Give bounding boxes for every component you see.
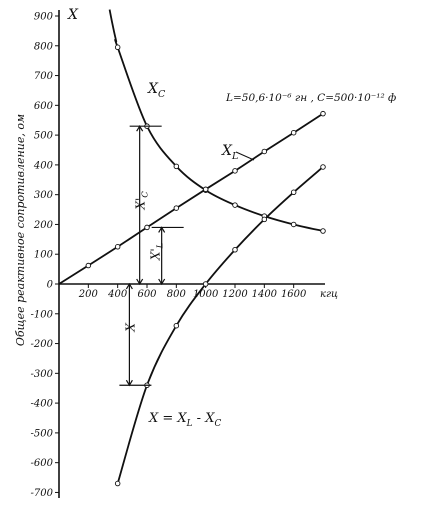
y-tick-label: 700 <box>34 71 54 82</box>
data-point <box>290 189 297 196</box>
x-minus-label: X <box>123 323 137 333</box>
ticks: 9008007006005004003002001000-100-200-300… <box>31 12 307 499</box>
data-point <box>202 186 209 193</box>
series-label-xc: XC <box>147 81 166 100</box>
data-point <box>261 216 268 223</box>
y-tick-label: -100 <box>31 309 54 320</box>
data-point <box>114 44 121 51</box>
data-point <box>173 205 180 211</box>
data-point <box>320 228 326 234</box>
y-tick-label: 100 <box>34 250 54 261</box>
y-tick-label: 300 <box>34 190 54 201</box>
x-tick-label: 1600 <box>281 289 307 300</box>
xc-prime-tail <box>136 278 144 286</box>
curve-labels: XC XL X = XL - XC <box>147 81 255 429</box>
y-tick-label: -300 <box>31 369 54 380</box>
y-tick-label: 900 <box>34 12 54 23</box>
series-label-xl: XL <box>221 143 238 162</box>
xl-leader <box>235 151 255 161</box>
data-point <box>173 163 180 170</box>
y-tick-label: -200 <box>31 339 54 350</box>
x-tick-label: 400 <box>107 289 128 300</box>
data-point <box>232 168 238 174</box>
x-tick-label: 1000 <box>193 289 219 300</box>
data-point <box>320 110 326 117</box>
y-axis-title: Общее реактивное сопротивление, ом <box>14 114 27 346</box>
y-tick-label: -700 <box>31 488 54 499</box>
data-point <box>114 244 121 250</box>
data-point <box>232 247 238 253</box>
x-tick-label: 200 <box>78 289 99 300</box>
data-point <box>232 202 238 208</box>
x-tick-label: 1200 <box>222 289 248 300</box>
x-tick-label: 600 <box>137 289 157 300</box>
y-tick-label: 0 <box>47 280 54 291</box>
y-tick-label: -500 <box>31 428 54 439</box>
xl-prime-label: X'L <box>149 242 166 261</box>
y-axis-symbol: X <box>67 7 79 23</box>
data-point <box>173 322 180 329</box>
y-tick-label: -600 <box>31 458 54 469</box>
xc-prime-label: X'C <box>134 191 151 211</box>
series-line <box>116 166 324 484</box>
data-point <box>261 148 268 155</box>
data-point <box>202 281 209 287</box>
y-tick-label: 200 <box>33 220 54 231</box>
x-minus-tail <box>125 282 133 290</box>
series-label-x: X = XL - XC <box>148 411 221 429</box>
x-tick-label: 800 <box>167 289 187 300</box>
data-point <box>85 262 92 269</box>
y-tick-label: 600 <box>34 101 54 112</box>
xl-prime-tail <box>158 278 166 286</box>
data-point <box>290 129 297 136</box>
points <box>85 44 326 487</box>
data-point <box>320 164 326 170</box>
x-tick-label: 1400 <box>252 289 278 300</box>
x-axis-unit: кгц <box>320 289 338 300</box>
y-tick-label: 800 <box>34 41 54 52</box>
y-tick-label: 400 <box>33 160 54 171</box>
series-line <box>58 112 324 285</box>
y-tick-label: 500 <box>34 131 54 142</box>
data-point <box>114 480 121 487</box>
dimension-arrows: X'C X'L X <box>119 125 184 387</box>
y-tick-label: -400 <box>31 399 54 410</box>
data-point <box>144 224 150 231</box>
curves <box>58 9 324 484</box>
data-point <box>290 221 297 228</box>
circuit-parameters: L=50,6·10⁻⁶ гн , C=500·10⁻¹² ф <box>225 92 396 104</box>
